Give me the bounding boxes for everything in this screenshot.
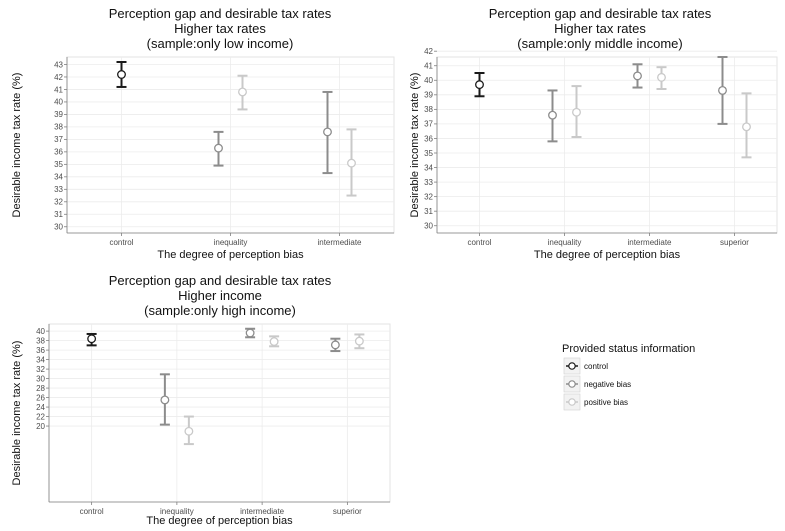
y-tick-label: 34: [424, 163, 433, 172]
y-tick-label: 24: [36, 403, 45, 412]
y-tick-label: 31: [54, 210, 63, 219]
x-tick-label: intermediate: [317, 238, 362, 247]
chart-subtitle: Higher tax rates: [554, 21, 646, 36]
chart-subtitle: (sample:only middle income): [517, 36, 682, 51]
legend-item-label: control: [584, 362, 608, 371]
x-tick-label: intermediate: [627, 238, 672, 247]
x-tick-label: inequality: [160, 507, 194, 516]
point-positive-bias: [742, 122, 751, 132]
x-tick-label: control: [80, 507, 104, 516]
y-tick-label: 42: [424, 47, 433, 56]
point-positive-bias: [269, 337, 279, 347]
x-axis-label: The degree of perception bias: [146, 515, 293, 527]
y-tick-label: 42: [54, 73, 63, 82]
y-tick-label: 36: [424, 134, 433, 143]
x-tick-label: inequality: [548, 238, 582, 247]
x-axis-label: The degree of perception bias: [534, 249, 681, 261]
y-tick-label: 40: [36, 327, 45, 336]
y-tick-label: 30: [54, 223, 63, 232]
y-tick-label: 30: [424, 222, 433, 231]
y-axis-label: Desirable income tax rate (%): [11, 341, 23, 486]
legend-title: Provided status information: [562, 343, 695, 355]
y-tick-label: 40: [54, 98, 63, 107]
y-tick-label: 31: [424, 207, 433, 216]
y-tick-label: 38: [36, 336, 45, 345]
x-tick-label: control: [109, 238, 133, 247]
legend-item-label: positive bias: [584, 398, 628, 407]
legend: Provided status information control negati…: [562, 343, 695, 411]
y-tick-label: 36: [36, 346, 45, 355]
panel-2: 30 31 32 33 34 35 36 37 38 39 40 41 42 control inequal…: [409, 6, 778, 261]
y-tick-label: 26: [36, 393, 45, 402]
y-tick-label: 38: [424, 105, 433, 114]
y-tick-label: 34: [54, 173, 63, 182]
point-positive-bias: [238, 87, 247, 97]
y-tick-label: 32: [424, 192, 433, 201]
y-tick-label: 38: [54, 123, 63, 132]
point-negative-bias: [633, 71, 642, 81]
point-positive-bias: [347, 158, 356, 168]
y-axis-label: Desirable income tax rate (%): [11, 73, 23, 218]
y-tick-label: 22: [36, 412, 45, 421]
chart-subtitle: (sample:only low income): [147, 36, 294, 51]
point-control: [117, 70, 126, 79]
point-negative-bias: [330, 340, 340, 350]
y-tick-label: 43: [54, 60, 63, 69]
plot-area: [48, 323, 391, 503]
y-tick-label: 41: [424, 62, 433, 71]
y-tick-label: 35: [424, 149, 433, 158]
x-tick-label: intermediate: [240, 507, 285, 516]
y-tick-label: 40: [424, 76, 433, 85]
y-tick-label: 33: [424, 178, 433, 187]
x-tick-label: control: [467, 238, 491, 247]
point-positive-bias: [354, 336, 364, 346]
y-tick-label: 28: [36, 384, 45, 393]
y-tick-label: 30: [36, 374, 45, 383]
y-tick-label: 35: [54, 160, 63, 169]
y-tick-label: 32: [54, 198, 63, 207]
point-positive-bias: [572, 107, 581, 117]
y-tick-label: 39: [54, 110, 63, 119]
chart-title: Perception gap and desirable tax rates: [109, 273, 332, 288]
legend-key-point: [568, 380, 576, 388]
point-negative-bias: [718, 86, 727, 95]
x-tick-label: inequality: [214, 238, 248, 247]
y-tick-label: 41: [54, 85, 63, 94]
legend-key-point: [568, 398, 576, 406]
point-negative-bias: [160, 395, 170, 405]
point-control: [475, 80, 484, 90]
y-tick-label: 39: [424, 91, 433, 100]
y-tick-label: 37: [424, 120, 433, 129]
point-positive-bias: [184, 426, 194, 436]
y-tick-label: 33: [54, 185, 63, 194]
plot-area: [436, 56, 778, 234]
y-tick-label: 32: [36, 365, 45, 374]
chart-title: Perception gap and desirable tax rates: [489, 6, 712, 21]
legend-key-point: [568, 362, 576, 370]
y-tick-label: 37: [54, 135, 63, 144]
point-negative-bias: [323, 127, 332, 137]
point-negative-bias: [548, 110, 557, 120]
chart-subtitle: Higher income: [178, 288, 262, 303]
y-axis-label: Desirable income tax rate (%): [409, 73, 421, 218]
chart-title: Perception gap and desirable tax rates: [109, 6, 332, 21]
point-negative-bias: [214, 143, 223, 153]
x-tick-label: superior: [333, 507, 362, 516]
y-tick-label: 20: [36, 422, 45, 431]
chart-subtitle: Higher tax rates: [174, 21, 266, 36]
point-positive-bias: [657, 72, 666, 82]
x-tick-label: superior: [720, 238, 749, 247]
chart-subtitle: (sample:only high income): [144, 303, 296, 318]
panel-1: 30 31 32 33 34 35 36 37 38 39 40 41 42 43 control inequ…: [11, 6, 395, 261]
y-tick-label: 34: [36, 355, 45, 364]
y-tick-label: 36: [54, 148, 63, 157]
point-control: [87, 334, 97, 344]
point-negative-bias: [245, 328, 255, 338]
x-axis-label: The degree of perception bias: [157, 249, 304, 261]
legend-item-label: negative bias: [584, 380, 631, 389]
